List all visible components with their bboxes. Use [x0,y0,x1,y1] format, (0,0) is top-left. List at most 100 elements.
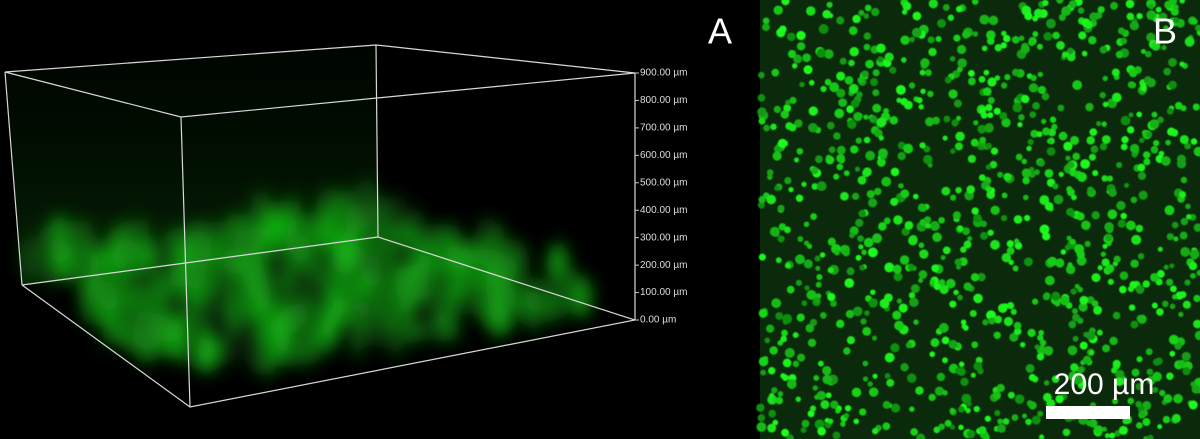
cell [849,232,855,239]
cell [893,272,903,282]
cell [1097,6,1105,14]
cell [953,289,959,296]
cell [758,253,766,261]
cell [854,166,860,172]
cell [1094,425,1104,434]
cell [884,352,895,363]
cell [1023,257,1033,267]
cell [936,372,946,382]
fluorescence-blob [223,294,246,339]
cell [1074,244,1085,255]
cell [954,258,962,266]
cell [878,135,884,141]
cell [801,419,810,428]
cell [871,7,880,17]
cell [939,284,949,295]
cell [949,300,957,308]
box-edge [180,116,191,408]
cell [797,236,804,242]
cell [1019,341,1026,348]
cell [1023,214,1031,222]
cell [1142,400,1152,411]
cell [949,424,955,430]
cell [919,249,929,259]
cell [827,418,834,425]
cell [1137,171,1147,180]
cell [1186,214,1192,220]
fluorescence-blob [310,213,327,248]
cell [855,254,862,261]
cell [967,154,977,164]
cell [1110,1,1118,10]
cell [760,369,767,376]
cell [1130,82,1136,89]
cell [795,194,804,202]
cell [1053,194,1064,205]
cell [909,36,915,43]
cell [847,119,857,130]
cell [1173,393,1183,404]
cell [1012,265,1019,272]
cell [793,157,800,163]
cell [900,189,910,199]
cell [869,115,878,124]
cell [985,186,992,193]
cell [1112,311,1121,320]
cell [825,392,832,399]
cell [973,213,982,223]
cell [1013,238,1020,244]
cell [957,58,967,68]
cell [1164,205,1175,216]
cell [912,11,922,21]
cell [948,339,958,349]
cell [808,122,818,133]
cell [849,47,859,57]
cell [1021,94,1030,104]
cell [844,278,855,288]
cell [815,155,823,164]
cell [1101,135,1111,144]
cell [864,310,870,316]
cell [757,107,767,117]
cell [846,105,854,114]
cell [1166,107,1174,115]
cell [877,56,884,63]
cell [937,18,946,28]
fluorescence-blob [75,264,94,291]
cell [1087,186,1094,194]
cell [1042,127,1051,136]
cell [1034,169,1040,176]
cell [762,17,770,25]
panel-label: B [1153,11,1177,52]
cell [802,53,811,63]
cell [1135,400,1143,408]
fluorescence-blob [525,277,545,316]
cell [1193,223,1200,232]
cell [1070,363,1079,372]
cell [1046,399,1056,409]
box-edge [4,71,23,286]
cell [1192,103,1200,111]
cell [807,410,815,418]
cell [819,312,827,319]
cell [1013,327,1022,336]
fluorescence-blob [95,274,122,306]
cell [801,181,807,187]
cell [1047,256,1058,267]
cell [1181,351,1191,361]
fluorescence-blob [447,244,468,277]
cell [862,326,872,336]
cell [1037,71,1044,78]
cell [795,254,805,265]
cell [1166,233,1174,241]
cell [1032,31,1039,38]
cell [795,396,801,402]
cell [997,171,1004,178]
cell [1057,104,1065,112]
cell [796,30,806,41]
cell [1153,139,1160,147]
cell [956,44,967,55]
fluorescence-blob [388,314,405,358]
cell [967,69,975,77]
